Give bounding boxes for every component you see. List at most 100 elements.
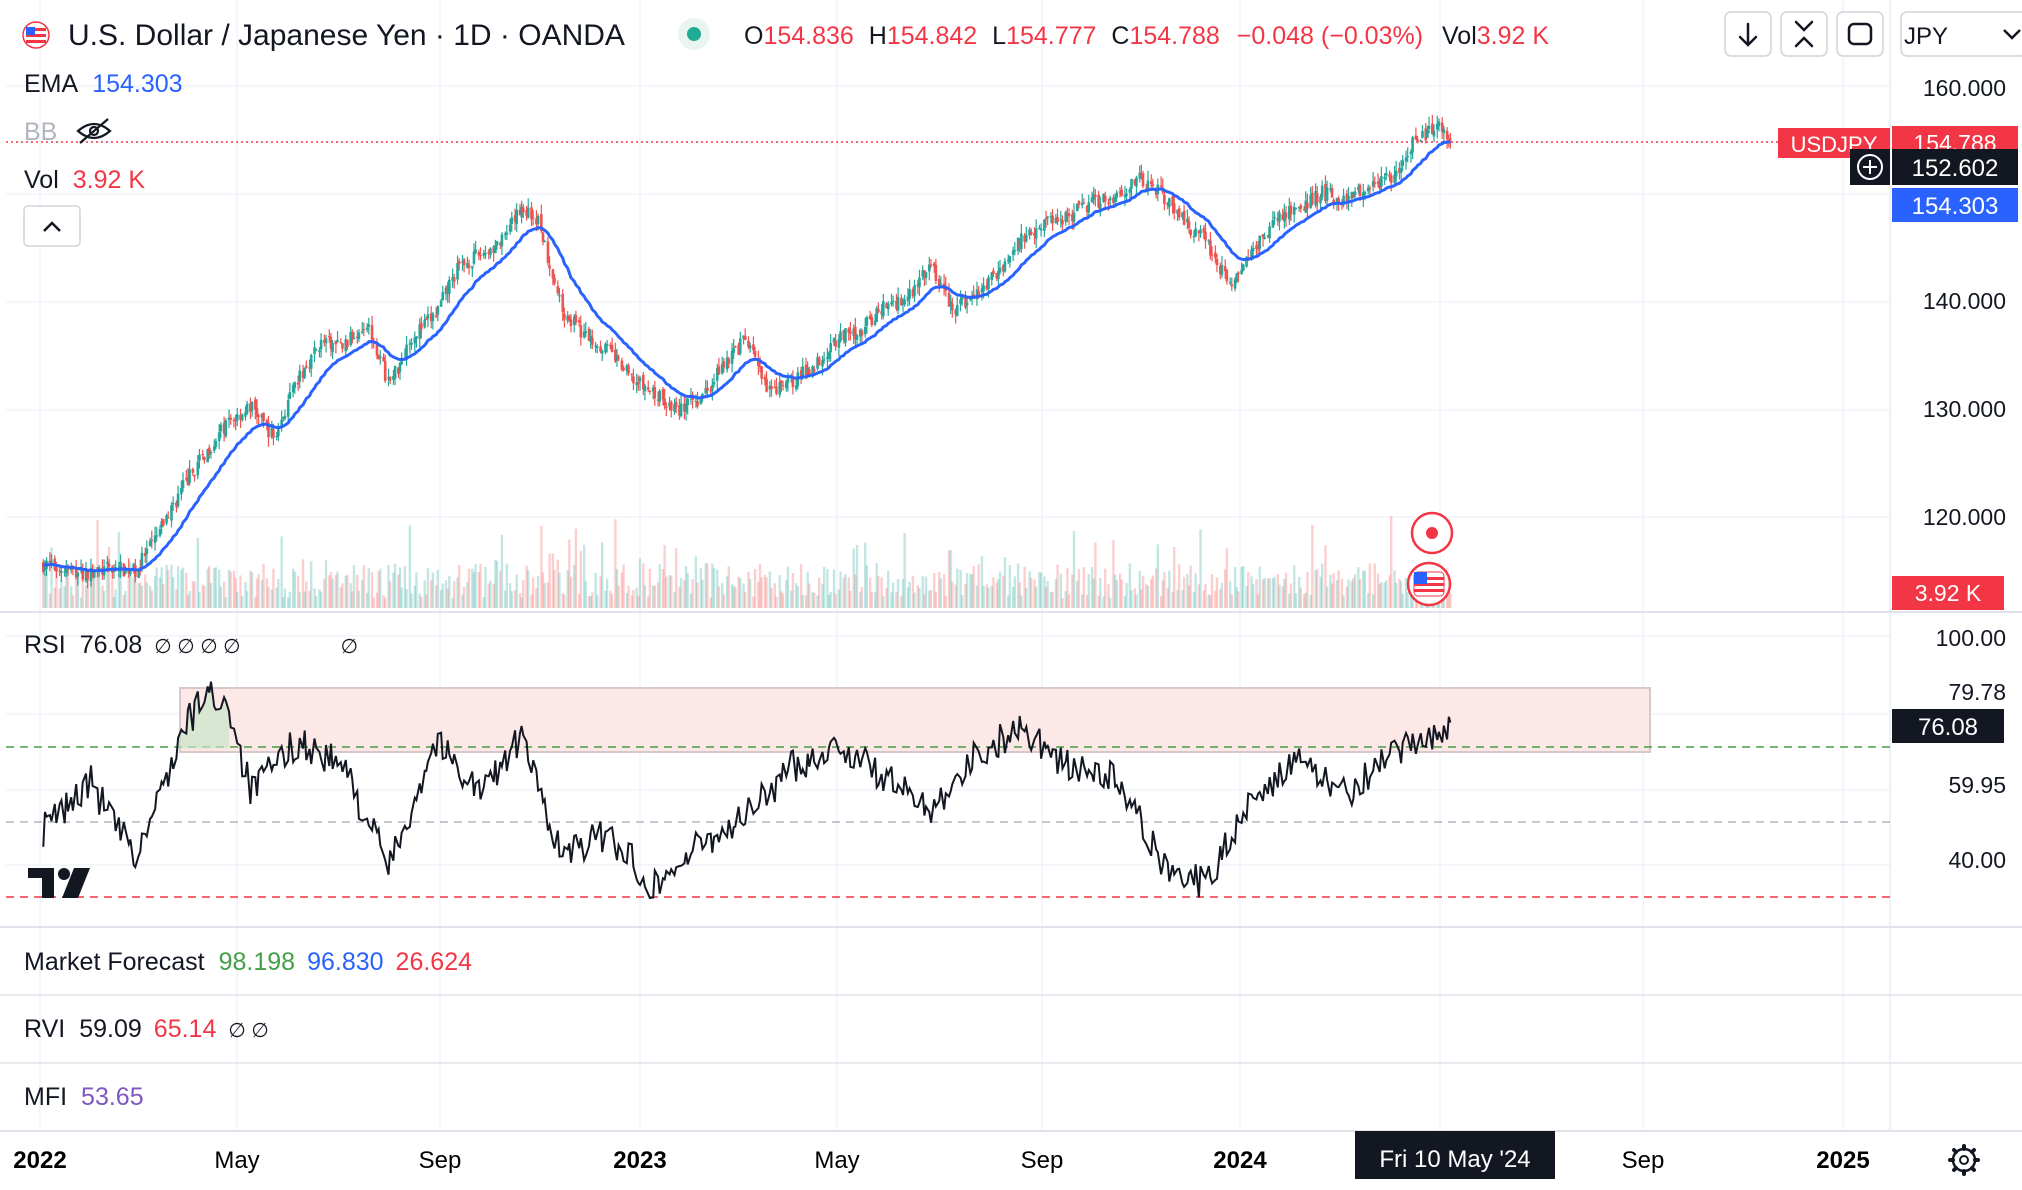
candle-body	[781, 384, 785, 387]
volume-bar	[86, 574, 89, 608]
candle-body	[86, 570, 89, 580]
candle-body	[1181, 212, 1184, 218]
candle-body	[722, 361, 726, 368]
us-flag-icon[interactable]	[1406, 561, 1452, 607]
volume-bar	[1141, 575, 1145, 608]
mfi-legend[interactable]: MFI 53.65	[24, 1083, 144, 1111]
volume-bar	[1368, 563, 1372, 608]
volume-bar	[379, 568, 382, 608]
volume-legend[interactable]: Vol 3.92 K	[24, 166, 145, 194]
candle-body	[1240, 269, 1243, 275]
collapse-legend-button[interactable]	[23, 205, 81, 247]
symbol-title[interactable]: U.S. Dollar / Japanese Yen · 1D · OANDA	[68, 19, 625, 52]
candle-body	[918, 277, 921, 288]
volume-bar	[318, 589, 321, 608]
candle-body	[255, 407, 259, 417]
volume-bar	[1266, 578, 1270, 608]
settings-gear-icon[interactable]	[1948, 1144, 1980, 1176]
currency-select[interactable]: JPY	[1900, 11, 2022, 57]
time-axis[interactable]: 2022 May Sep 2023 May Sep 2024 Sep 2025	[13, 1147, 1869, 1174]
candle-body	[1034, 228, 1038, 239]
volume-bar	[139, 582, 142, 608]
candle-body	[153, 535, 157, 543]
symbol-legend[interactable]: U.S. Dollar / Japanese Yen · 1D · OANDA …	[22, 18, 1549, 52]
rsi-line	[42, 681, 1452, 900]
hidden-eye-icon[interactable]	[76, 118, 112, 144]
candle-body	[1276, 217, 1280, 221]
volume-bar	[1207, 594, 1210, 608]
candle-body	[1447, 139, 1451, 141]
volume-bar	[392, 572, 395, 608]
volume-bar	[906, 587, 910, 608]
market-forecast-legend[interactable]: Market Forecast 98.198 96.830 26.624	[24, 948, 472, 976]
bb-legend[interactable]: BB	[24, 118, 57, 146]
volume-bar	[1061, 597, 1064, 608]
candle-body	[1320, 185, 1324, 198]
candle-body	[129, 571, 132, 574]
volume-bar	[1156, 544, 1160, 608]
candle-body	[494, 245, 497, 254]
volume-bar	[58, 588, 61, 608]
volume-bar	[661, 569, 665, 608]
candle-body	[281, 417, 285, 419]
volume-bar	[1113, 574, 1117, 608]
candle-body	[541, 232, 545, 242]
market-status-icon[interactable]	[678, 18, 710, 50]
volume-bar	[484, 566, 487, 608]
volume-bar	[150, 590, 153, 608]
rvi-legend[interactable]: RVI 59.09 65.14 ∅ ∅	[24, 1015, 269, 1043]
candle-body	[1373, 182, 1377, 184]
volume-bar	[181, 567, 185, 608]
candle-body	[492, 246, 495, 254]
candle-body	[891, 300, 895, 303]
volume-bar	[272, 568, 275, 608]
candle-body	[265, 420, 269, 425]
price-axis[interactable]: 160.000 140.000 130.000 120.000	[1923, 75, 2006, 530]
volume-bar	[1087, 574, 1090, 608]
candle-body	[272, 429, 275, 438]
candle-body	[995, 272, 999, 279]
candle-body	[987, 277, 990, 289]
rsi-badge-text: 76.08	[1918, 714, 1978, 741]
candle-body	[382, 357, 385, 362]
candle-body	[303, 368, 306, 378]
volume-bar	[1016, 563, 1020, 608]
collapse-button[interactable]	[1780, 11, 1828, 57]
candle-body	[293, 382, 297, 388]
volume-bar	[293, 571, 296, 608]
volume-bar	[305, 581, 308, 608]
ema-legend[interactable]: EMA 154.303	[24, 70, 183, 98]
volume-bar	[1302, 594, 1306, 608]
crosshair-add-button[interactable]	[1850, 149, 1890, 185]
rsi-legend[interactable]: RSI 76.08 ∅ ∅ ∅ ∅ ∅	[24, 631, 358, 659]
candle-body	[1112, 197, 1115, 203]
candle-body	[816, 357, 819, 369]
collapse-icon	[1794, 20, 1814, 48]
volume-bar	[569, 576, 573, 608]
candle-body	[605, 343, 609, 346]
download-button[interactable]	[1724, 11, 1772, 57]
rsi-axis[interactable]: 100.00 79.78 59.95 40.00	[1936, 625, 2006, 873]
volume-bar	[1404, 577, 1408, 608]
volume-bar	[1102, 596, 1105, 608]
candle-body	[1437, 121, 1441, 127]
tradingview-logo[interactable]	[28, 868, 90, 898]
volume-bar	[1028, 571, 1031, 608]
fullscreen-button[interactable]	[1836, 11, 1884, 57]
candle-body	[1097, 194, 1100, 208]
event-marker[interactable]	[1410, 511, 1454, 555]
volume-bar	[144, 574, 147, 608]
candle-body	[457, 261, 461, 265]
volume-bar	[1393, 570, 1396, 608]
volume-bar	[903, 533, 906, 608]
candle-body	[706, 387, 709, 391]
volume-bar	[584, 581, 587, 608]
volume-bar	[1233, 567, 1237, 608]
candle-body	[1235, 273, 1239, 282]
price-tick: 130.000	[1923, 396, 2006, 422]
candle-body	[587, 328, 591, 341]
volume-bar	[1406, 592, 1409, 608]
volume-bar	[160, 567, 163, 608]
candle-body	[434, 315, 438, 317]
